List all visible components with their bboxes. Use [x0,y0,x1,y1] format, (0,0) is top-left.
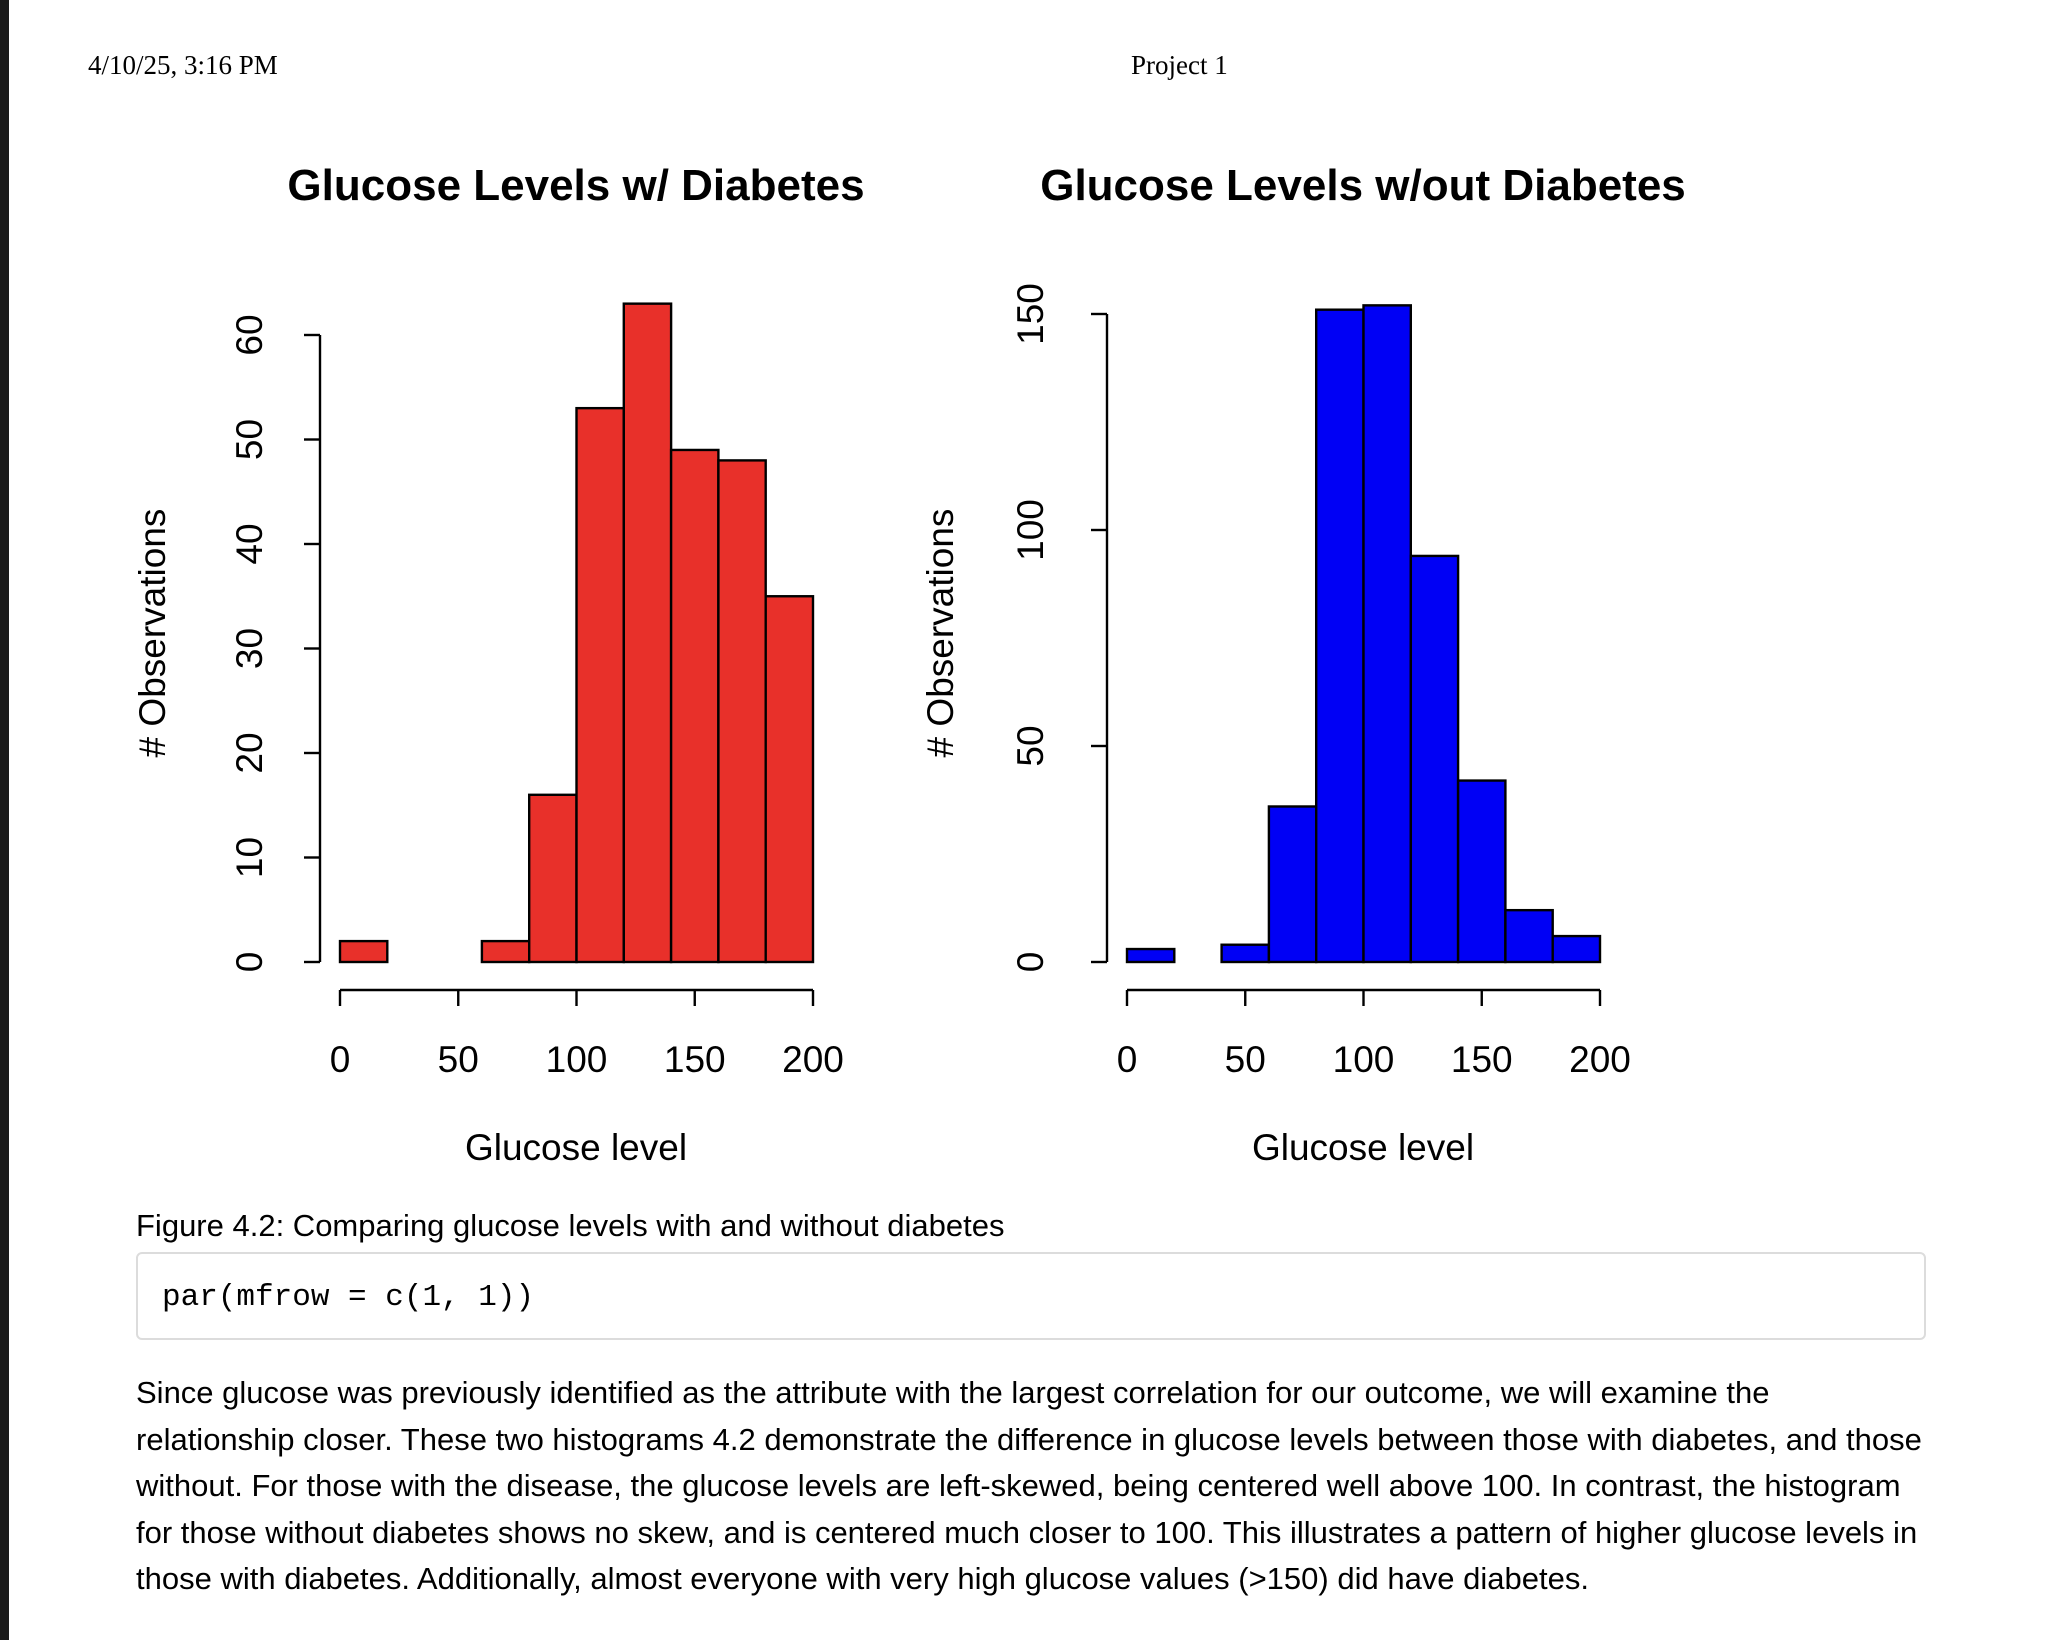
chart-title-without-diabetes: Glucose Levels w/out Diabetes [1040,161,1686,210]
x-axis-tick-label-without-diabetes: 150 [1451,1039,1513,1080]
y-axis-tick-label-with-diabetes: 60 [229,314,270,355]
x-axis-tick-label-without-diabetes: 200 [1569,1039,1631,1080]
code-block: par(mfrow = c(1, 1)) [136,1252,1926,1340]
y-axis-tick-label-with-diabetes: 30 [229,628,270,669]
x-axis-title-without-diabetes: Glucose level [1252,1127,1474,1168]
histogram-bar-with-diabetes [338,939,389,964]
histogram-bar-with-diabetes [622,302,673,964]
histogram-bar-without-diabetes [1456,779,1507,964]
x-axis-tick-label-with-diabetes: 200 [782,1039,844,1080]
y-axis-tick-label-without-diabetes: 0 [1010,952,1051,973]
histogram-bar-without-diabetes [1551,934,1602,964]
x-axis-tick-label-without-diabetes: 100 [1333,1039,1395,1080]
x-axis-tick-label-without-diabetes: 50 [1225,1039,1266,1080]
x-axis-tick-label-with-diabetes: 150 [664,1039,726,1080]
histogram-bar-with-diabetes [480,939,531,964]
print-date: 4/10/25, 3:16 PM [88,50,278,80]
y-axis-tick-label-with-diabetes: 0 [229,952,270,973]
histogram-bar-without-diabetes [1409,554,1460,964]
figure-caption: Figure 4.2: Comparing glucose levels wit… [136,1208,1005,1243]
histogram-bar-with-diabetes [575,406,625,964]
x-axis-title-with-diabetes: Glucose level [465,1127,687,1168]
x-axis-tick-label-with-diabetes: 100 [546,1039,608,1080]
histogram-bar-with-diabetes [669,448,720,964]
histogram-bar-without-diabetes [1504,908,1554,964]
histogram-bar-with-diabetes [528,793,578,964]
histogram-bar-without-diabetes [1362,304,1412,964]
chart-title-with-diabetes: Glucose Levels w/ Diabetes [287,161,864,210]
x-axis-tick-label-with-diabetes: 0 [330,1039,351,1080]
x-axis-tick-label-without-diabetes: 0 [1117,1039,1138,1080]
y-axis-tick-label-without-diabetes: 50 [1010,725,1051,766]
y-axis-tick-label-with-diabetes: 20 [229,732,270,773]
y-axis-tick-label-without-diabetes: 150 [1010,283,1051,345]
histogram-bar-with-diabetes [764,595,815,964]
histogram-bar-without-diabetes [1314,308,1365,964]
y-axis-tick-label-with-diabetes: 10 [229,837,270,878]
histogram-bar-without-diabetes [1125,947,1176,964]
x-axis-tick-label-with-diabetes: 50 [438,1039,479,1080]
y-axis-title-with-diabetes: # Observations [132,509,173,758]
histogram-bar-with-diabetes [717,459,767,964]
histogram-bar-without-diabetes [1220,943,1271,964]
y-axis-tick-label-with-diabetes: 50 [229,419,270,460]
body-paragraph: Since glucose was previously identified … [136,1375,1922,1596]
print-title: Project 1 [1131,50,1228,80]
window-edge [0,0,9,1640]
y-axis-tick-label-without-diabetes: 100 [1010,499,1051,561]
y-axis-tick-label-with-diabetes: 40 [229,523,270,564]
y-axis-title-without-diabetes: # Observations [920,509,961,758]
histogram-bar-without-diabetes [1267,805,1318,964]
